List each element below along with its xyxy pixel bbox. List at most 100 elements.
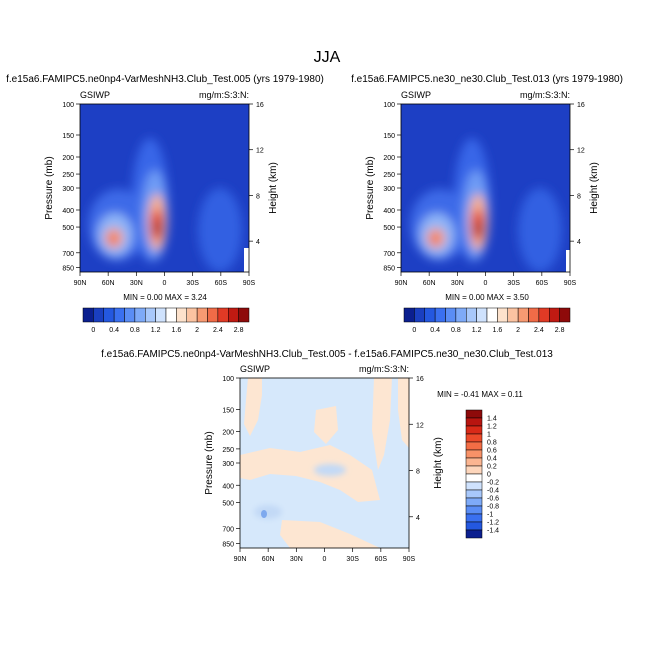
colorbar-swatch [445,307,457,323]
colorbar-swatch [465,465,483,475]
colorbar-swatch [465,409,483,419]
panel-3-ylabel: Pressure (mb) [204,431,215,494]
colorbar-swatch [465,433,483,443]
colorbar-label: 0.6 [487,448,497,455]
panel-1-variable: GSIWP [80,90,110,100]
colorbar-label: -0.8 [487,504,499,511]
panel-2-field [401,104,570,272]
x-tick-label: 60S [215,280,228,287]
x-tick-label: 90S [243,280,256,287]
x-tick-label: 60N [423,280,436,287]
x-tick-label: 60N [102,280,115,287]
y-tick-label: 500 [62,225,74,232]
x-tick-label: 90N [74,280,87,287]
panel-1-field [80,104,249,272]
panel-1-minmax: MIN = 0.00 MAX = 3.24 [123,293,207,302]
panel-2-ticks: 100 150 200 250 300 400 500 700 850 16 12 8 4 90N 60N 3… [383,102,585,287]
colorbar-swatch [414,307,425,323]
colorbar-swatch [465,441,483,451]
colorbar-swatch [196,307,208,323]
panel-2-variable: GSIWP [401,90,431,100]
y2-tick-label: 12 [256,148,264,155]
colorbar-swatch [465,417,483,427]
colorbar-swatch [465,497,483,507]
y-tick-label: 200 [62,155,74,162]
x-tick-label: 0 [163,280,167,287]
colorbar-label: 1.6 [493,327,503,334]
colorbar-swatch [465,513,483,523]
y2-tick-label: 4 [416,515,420,522]
panel-2-y2label: Height (km) [589,162,600,214]
x-tick-label: 90S [564,280,577,287]
panel-3-ticks: 100 150 200 250 300 400 500 700 850 16 12 8 4 90N 60N 3… [222,376,424,563]
y-tick-label: 100 [62,102,74,109]
x-tick-label: 30N [451,280,464,287]
y2-tick-label: 4 [256,239,260,246]
page-title: JJA [314,49,341,66]
colorbar-swatch [465,449,483,459]
colorbar-swatch [155,307,167,323]
colorbar-swatch [403,307,415,323]
colorbar-label: -1.2 [487,520,499,527]
colorbar-label: 0.8 [130,327,140,334]
x-tick-label: 30S [507,280,520,287]
colorbar-swatch [466,307,477,323]
colorbar-swatch [559,307,571,323]
panel-3-field [240,378,409,548]
colorbar-label: 2 [195,327,199,334]
x-tick-label: 60N [262,556,275,563]
x-tick-label: 90N [395,280,408,287]
y-tick-label: 150 [383,133,395,140]
panel-3-colorbar: 1.41.210.80.60.40.20-0.2-0.4-0.6-0.8-1-1… [465,409,499,539]
x-tick-label: 90N [234,556,247,563]
y-tick-label: 150 [62,133,74,140]
colorbar-label: -1.4 [487,528,499,535]
y2-tick-label: 8 [256,193,260,200]
y-tick-label: 200 [222,430,234,437]
x-tick-label: 30N [130,280,143,287]
panel-1-colorbar: 0 0.4 0.8 1.2 1.6 2 2.4 2.8 [82,307,250,334]
colorbar-swatch [549,307,560,323]
colorbar-swatch [207,307,219,323]
colorbar-swatch [465,505,483,515]
panel-1-units: mg/m:S:3:N: [199,90,249,100]
colorbar-swatch [486,307,498,323]
y-tick-label: 250 [222,447,234,454]
panel-3: f.e15a6.FAMIPC5.ne0np4-VarMeshNH3.Club_T… [101,349,553,563]
colorbar-swatch [238,307,250,323]
colorbar-swatch [176,307,187,323]
panel-3-title: f.e15a6.FAMIPC5.ne0np4-VarMeshNH3.Club_T… [101,349,553,360]
colorbar-label: 2.8 [555,327,565,334]
x-tick-label: 30S [346,556,359,563]
y-tick-label: 500 [222,501,234,508]
y-tick-label: 150 [222,407,234,414]
y2-tick-label: 16 [577,102,585,109]
colorbar-swatch [124,307,136,323]
colorbar-label: -1 [487,512,493,519]
colorbar-swatch [476,307,488,323]
colorbar-label: 0.2 [487,464,497,471]
colorbar-label: 2.8 [234,327,244,334]
panel-3-y2label: Height (km) [433,437,444,489]
colorbar-label: 1.2 [487,424,497,431]
colorbar-swatch [82,307,94,323]
y-tick-label: 400 [383,208,395,215]
panel-1: f.e15a6.FAMIPC5.ne0np4-VarMeshNH3.Club_T… [6,74,324,334]
colorbar-label: 0.8 [487,440,497,447]
y-tick-label: 250 [62,172,74,179]
panel-1-y2label: Height (km) [268,162,279,214]
colorbar-swatch [507,307,519,323]
panel-2-ylabel: Pressure (mb) [365,156,376,219]
y-tick-label: 300 [222,461,234,468]
colorbar-swatch [103,307,115,323]
x-tick-label: 30N [290,556,303,563]
panel-2-minmax: MIN = 0.00 MAX = 3.50 [445,293,529,302]
x-tick-label: 60S [536,280,549,287]
y-tick-label: 250 [383,172,395,179]
y-tick-label: 850 [383,266,395,273]
panel-2-units: mg/m:S:3:N: [520,90,570,100]
colorbar-label: 0 [487,472,491,479]
colorbar-swatch [465,481,483,491]
colorbar-swatch [93,307,104,323]
